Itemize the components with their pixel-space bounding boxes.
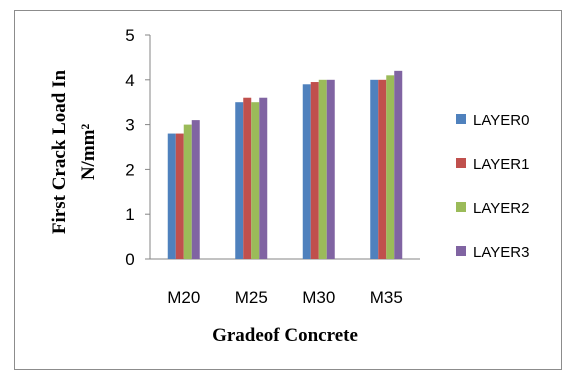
bar-layer1-m25 — [243, 97, 252, 259]
x-axis-title: Gradeof Concrete — [212, 325, 358, 346]
x-tick-label: M25 — [235, 288, 268, 307]
bar-layer1-m30 — [310, 82, 319, 259]
y-axis-title: First Crack Load In N/mm² — [49, 70, 99, 235]
y-tick-label: 1 — [125, 205, 134, 224]
y-tick-label: 2 — [125, 160, 134, 179]
bar-layer0-m20 — [167, 133, 176, 259]
legend-label-layer0: LAYER0 — [473, 112, 529, 129]
legend: LAYER0 LAYER1 LAYER2 LAYER3 — [456, 112, 529, 261]
bar-layer3-m20 — [191, 120, 200, 260]
bar-layer3-m35 — [394, 70, 403, 259]
bar-layer0-m30 — [302, 84, 311, 259]
bar-layer3-m25 — [259, 97, 268, 259]
legend-swatch-layer3 — [456, 246, 466, 256]
legend-swatch-layer2 — [456, 202, 466, 212]
plot-area: 0 1 2 3 4 5 M20 M25 M30 M35 — [125, 26, 420, 307]
bar-layer2-m25 — [251, 102, 260, 259]
y-tick-label: 0 — [125, 250, 134, 269]
x-tick-label: M30 — [302, 288, 335, 307]
bar-layer1-m20 — [175, 133, 184, 259]
bar-layer3-m30 — [326, 79, 335, 259]
bar-layer2-m35 — [386, 75, 395, 259]
y-tick-label: 5 — [125, 26, 134, 45]
legend-label-layer1: LAYER1 — [473, 156, 529, 173]
x-tick-label: M20 — [167, 288, 200, 307]
y-axis-title-line2: N/mm² — [78, 124, 99, 181]
legend-label-layer3: LAYER3 — [473, 244, 529, 261]
bar-layer2-m30 — [318, 79, 327, 259]
legend-swatch-layer0 — [456, 114, 466, 124]
bar-layer0-m35 — [370, 79, 379, 259]
bar-layer2-m20 — [183, 124, 192, 259]
x-tick-label: M35 — [370, 288, 403, 307]
chart-frame — [14, 10, 562, 370]
bar-layer0-m25 — [235, 102, 244, 259]
legend-swatch-layer1 — [456, 158, 466, 168]
legend-label-layer2: LAYER2 — [473, 200, 529, 217]
y-tick-label: 4 — [125, 71, 134, 90]
y-tick-label: 3 — [125, 116, 134, 135]
bar-layer1-m35 — [378, 79, 387, 259]
y-axis-title-line1: First Crack Load In — [49, 70, 70, 235]
